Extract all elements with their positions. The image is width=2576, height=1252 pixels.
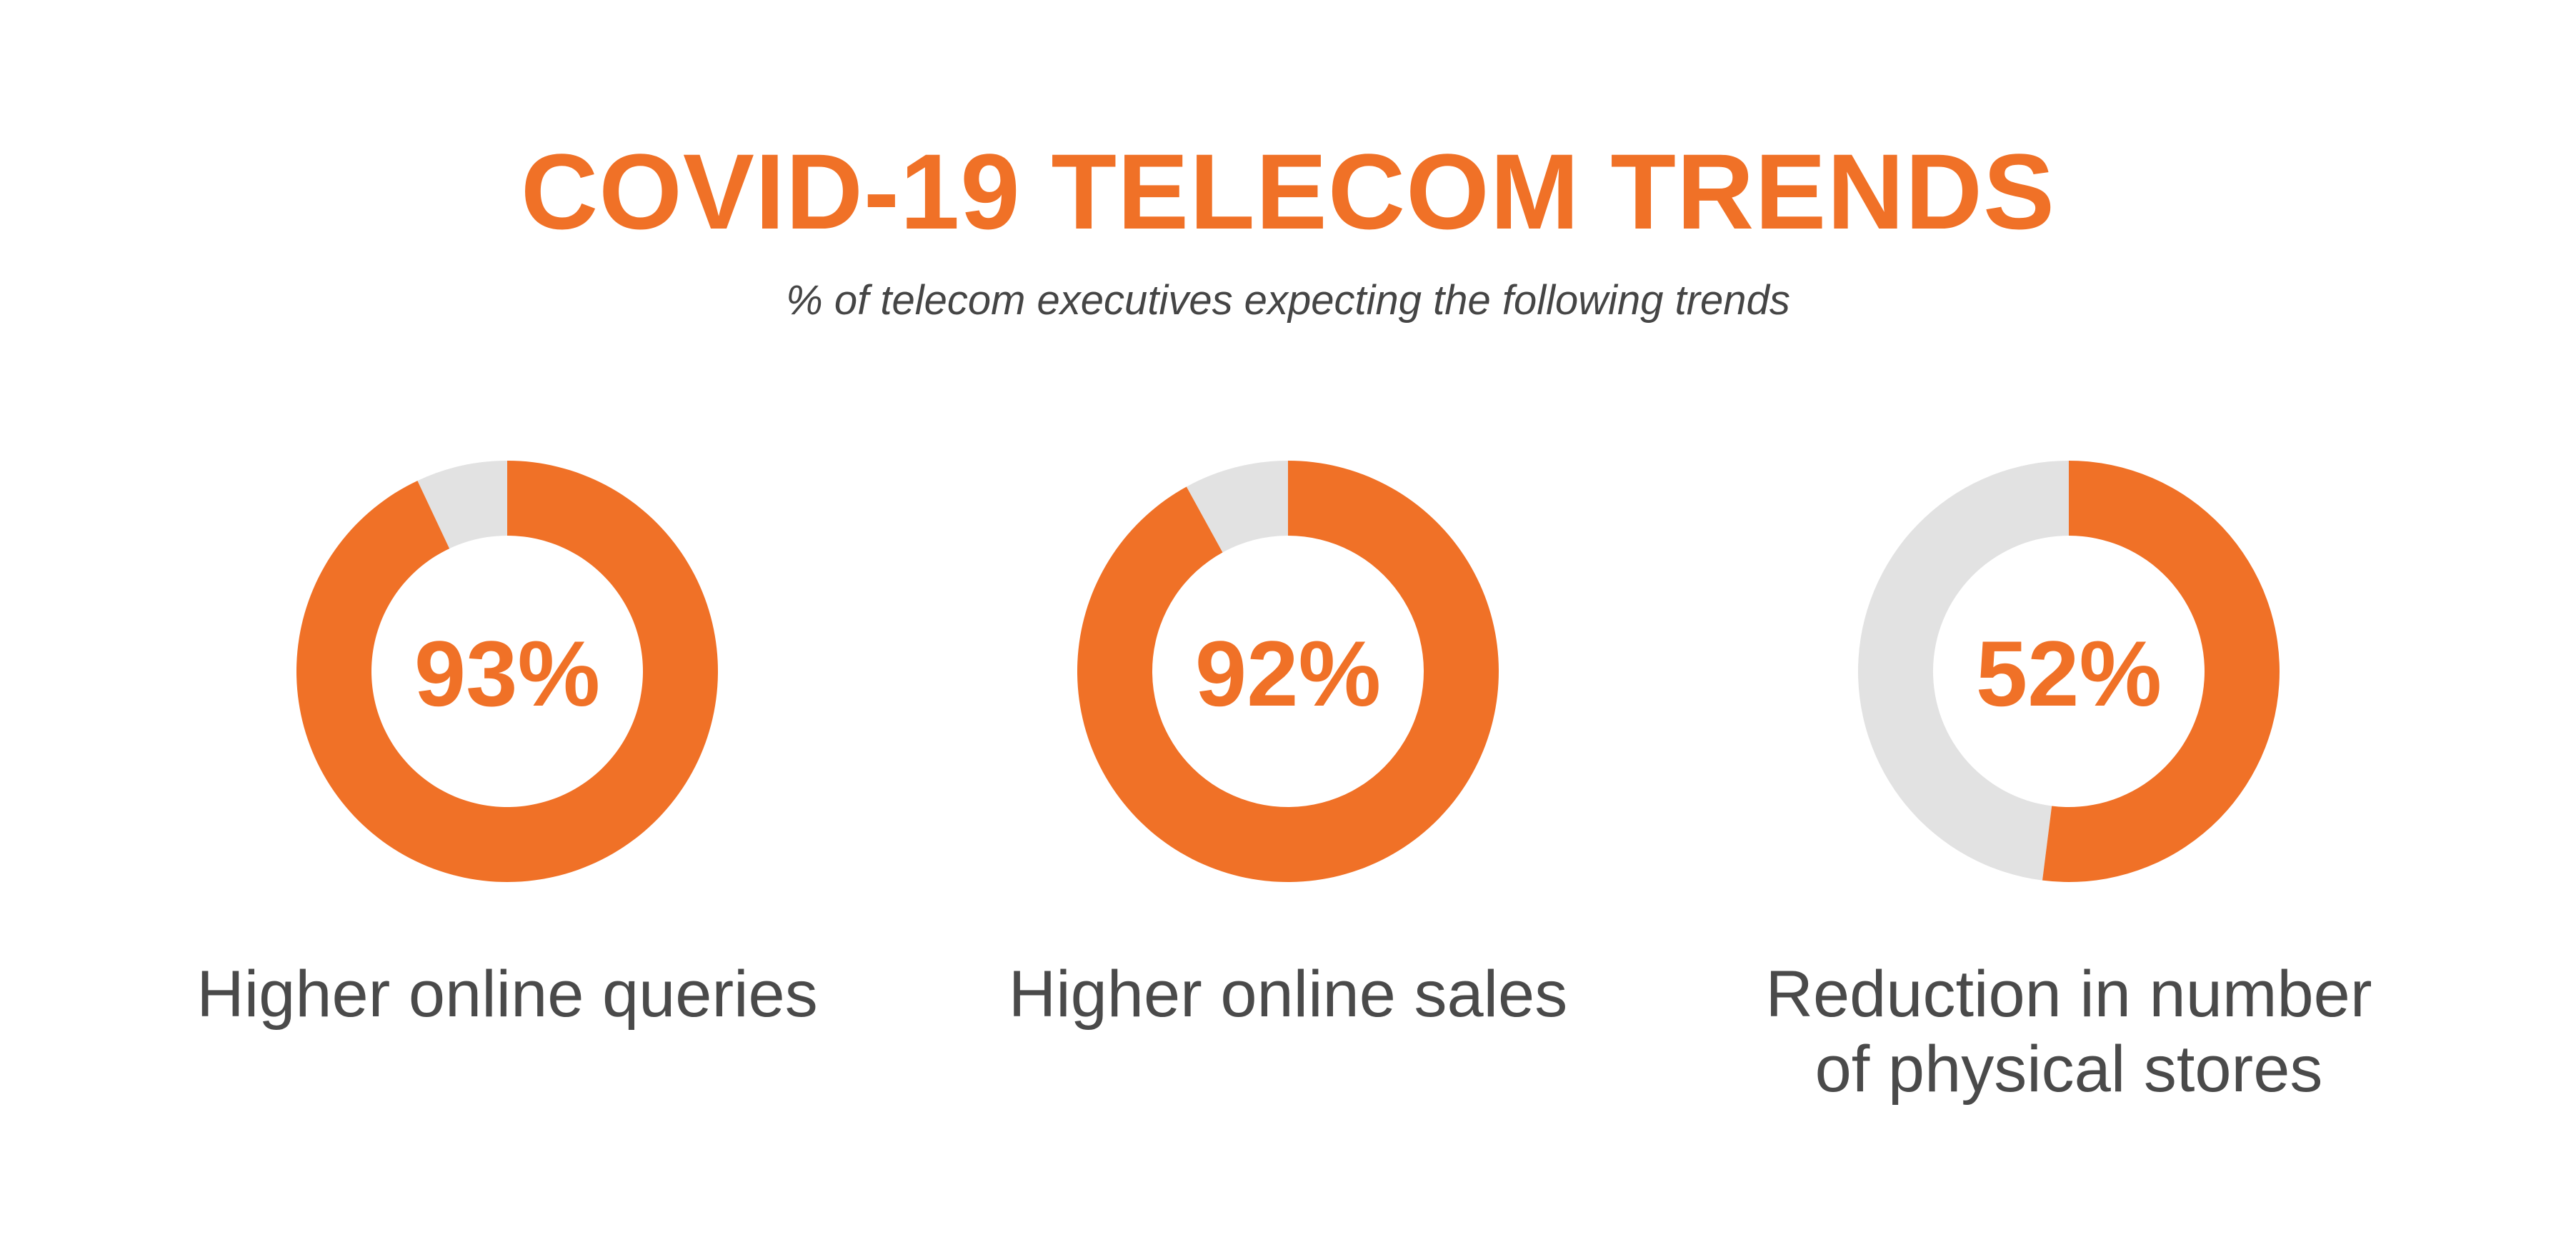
- category-line: Higher online queries: [196, 958, 818, 1031]
- donut-value-label: 52%: [1976, 621, 2162, 726]
- donut-value-label: 92%: [1195, 621, 1381, 726]
- donut-category-label: Reduction in number of physical stores: [1676, 957, 2462, 1107]
- donut-value-segment: [296, 461, 718, 882]
- category-line: Reduction in number: [1765, 958, 2372, 1031]
- category-line: of physical stores: [1814, 1033, 2323, 1106]
- donut-chart-higher-online-queries: 93% Higher online queries: [114, 457, 900, 1032]
- chart-subtitle: % of telecom executives expecting the fo…: [786, 277, 1790, 324]
- donut-svg: 52%: [1858, 461, 2280, 882]
- category-line: Higher online sales: [1008, 958, 1568, 1031]
- donut-value-segment: [1077, 461, 1499, 882]
- donut-value-segment: [2042, 461, 2280, 882]
- donut-remainder-segment: [417, 461, 507, 549]
- chart-title: COVID-19 TELECOM TRENDS: [520, 131, 2056, 251]
- donut-remainder-segment: [1858, 461, 2069, 881]
- donut-category-label: Higher online queries: [114, 957, 900, 1032]
- donut-chart-reduction-physical-stores: 52% Reduction in number of physical stor…: [1676, 457, 2462, 1107]
- donut-svg: 92%: [1077, 461, 1499, 882]
- donut-chart-higher-online-sales: 92% Higher online sales: [895, 457, 1681, 1032]
- donut-category-label: Higher online sales: [895, 957, 1681, 1032]
- donut-remainder-segment: [1186, 461, 1288, 553]
- donut-svg: 93%: [296, 461, 718, 882]
- donut-value-label: 93%: [414, 621, 600, 726]
